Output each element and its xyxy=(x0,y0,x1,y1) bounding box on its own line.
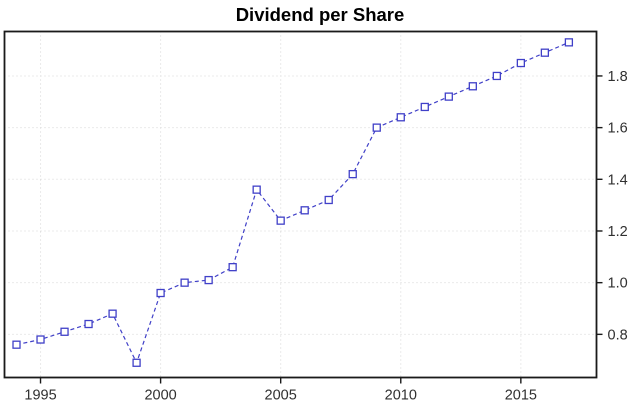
data-point-marker xyxy=(276,216,285,225)
data-point-marker xyxy=(204,275,213,285)
data-point-marker xyxy=(156,288,165,298)
data-point-marker xyxy=(492,71,501,81)
grid-layer xyxy=(4,31,597,378)
x-tick-label: 2005 xyxy=(265,388,297,404)
data-point-marker xyxy=(372,123,381,132)
y-tick-label: 1.8 xyxy=(608,69,628,85)
data-point-marker xyxy=(228,263,237,272)
y-tick-label: 1.4 xyxy=(608,172,628,188)
chart-title: Dividend per Share xyxy=(235,4,405,25)
data-point-marker xyxy=(84,319,93,329)
data-point-marker xyxy=(108,309,117,318)
x-tick-label: 2010 xyxy=(385,388,417,404)
data-point-marker xyxy=(468,82,477,91)
x-tick-label: 1995 xyxy=(24,388,56,404)
data-point-marker xyxy=(516,58,525,68)
data-point-marker xyxy=(36,335,45,344)
y-tick-label: 0.8 xyxy=(608,327,628,343)
data-point-marker xyxy=(12,340,21,349)
y-tick-label: 1.6 xyxy=(608,121,628,137)
data-point-marker xyxy=(324,195,333,205)
y-tick-label: 1.0 xyxy=(608,276,628,292)
axes-layer: 1995 2000 2005 2010 2015 0.8 1.0 1.2 1.4 1.6 1.8 xyxy=(24,69,627,404)
series-layer xyxy=(12,38,574,367)
series-line xyxy=(16,41,570,365)
data-point-marker xyxy=(564,38,574,47)
y-tick-label: 1.2 xyxy=(608,224,628,240)
x-tick-label: 2000 xyxy=(144,388,176,404)
data-point-marker xyxy=(420,102,429,112)
plot-border xyxy=(3,30,598,379)
data-point-marker xyxy=(180,278,189,287)
data-point-marker xyxy=(132,358,141,367)
x-tick-label: 2015 xyxy=(505,388,537,404)
data-point-marker xyxy=(348,169,357,179)
data-point-marker xyxy=(540,48,550,57)
data-point-marker xyxy=(252,185,261,194)
data-point-marker xyxy=(300,206,309,215)
data-point-marker xyxy=(396,113,405,122)
data-point-marker xyxy=(60,327,69,336)
data-point-marker xyxy=(444,92,453,101)
